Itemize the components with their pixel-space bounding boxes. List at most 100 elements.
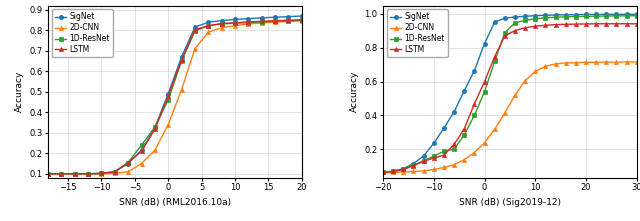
1D-ResNet: [481, 90, 488, 93]
LSTM: [440, 154, 448, 156]
SigNet: [531, 14, 539, 17]
SigNet: [124, 162, 132, 165]
1D-ResNet: [285, 20, 292, 22]
SigNet: [612, 13, 620, 16]
1D-ResNet: [552, 16, 559, 19]
LSTM: [138, 150, 145, 152]
SigNet: [430, 142, 438, 145]
2D-CNN: [470, 151, 478, 154]
LSTM: [44, 172, 52, 175]
SigNet: [244, 17, 252, 20]
SigNet: [399, 167, 407, 170]
LSTM: [231, 21, 239, 24]
2D-CNN: [379, 171, 387, 174]
SigNet: [97, 172, 105, 175]
LSTM: [84, 172, 92, 175]
SigNet: [410, 162, 417, 165]
SigNet: [623, 13, 630, 16]
2D-CNN: [602, 61, 610, 63]
2D-CNN: [593, 61, 600, 63]
1D-ResNet: [164, 99, 172, 101]
2D-CNN: [430, 168, 438, 171]
1D-ResNet: [612, 15, 620, 17]
SigNet: [491, 21, 499, 23]
SigNet: [285, 15, 292, 18]
LSTM: [379, 171, 387, 174]
2D-CNN: [410, 170, 417, 173]
2D-CNN: [204, 31, 212, 34]
1D-ResNet: [470, 114, 478, 117]
SigNet: [151, 126, 159, 129]
2D-CNN: [97, 172, 105, 175]
SigNet: [231, 18, 239, 21]
LSTM: [572, 23, 580, 25]
2D-CNN: [420, 170, 428, 172]
Y-axis label: Accuracy: Accuracy: [349, 71, 358, 112]
1D-ResNet: [522, 19, 529, 22]
1D-ResNet: [633, 14, 640, 17]
LSTM: [420, 160, 428, 163]
2D-CNN: [389, 171, 397, 174]
2D-CNN: [258, 22, 266, 24]
SigNet: [111, 170, 118, 173]
2D-CNN: [562, 62, 570, 64]
2D-CNN: [511, 94, 519, 96]
1D-ResNet: [111, 170, 118, 173]
Line: 1D-ResNet: 1D-ResNet: [381, 13, 639, 175]
LSTM: [271, 19, 279, 22]
2D-CNN: [231, 24, 239, 27]
1D-ResNet: [511, 21, 519, 24]
Line: SigNet: SigNet: [381, 12, 639, 175]
2D-CNN: [552, 63, 559, 65]
2D-CNN: [572, 61, 580, 64]
LSTM: [164, 95, 172, 97]
1D-ResNet: [572, 15, 580, 18]
SigNet: [450, 111, 458, 113]
2D-CNN: [44, 172, 52, 175]
LSTM: [460, 128, 468, 130]
SigNet: [298, 15, 306, 17]
2D-CNN: [633, 61, 640, 63]
LSTM: [97, 172, 105, 175]
1D-ResNet: [410, 164, 417, 167]
LSTM: [491, 55, 499, 58]
LSTM: [602, 23, 610, 25]
LSTM: [285, 19, 292, 22]
1D-ResNet: [440, 150, 448, 152]
1D-ResNet: [124, 161, 132, 164]
1D-ResNet: [399, 168, 407, 171]
1D-ResNet: [582, 15, 590, 18]
SigNet: [552, 14, 559, 16]
SigNet: [191, 26, 199, 29]
2D-CNN: [298, 19, 306, 22]
LSTM: [531, 25, 539, 27]
SigNet: [164, 92, 172, 95]
2D-CNN: [491, 128, 499, 131]
1D-ResNet: [389, 170, 397, 173]
LSTM: [430, 157, 438, 159]
2D-CNN: [164, 123, 172, 126]
SigNet: [481, 42, 488, 45]
1D-ResNet: [84, 172, 92, 175]
SigNet: [633, 13, 640, 16]
LSTM: [298, 18, 306, 21]
LSTM: [450, 143, 458, 146]
SigNet: [84, 172, 92, 175]
2D-CNN: [138, 162, 145, 165]
2D-CNN: [481, 141, 488, 144]
2D-CNN: [285, 20, 292, 23]
LSTM: [582, 23, 590, 25]
LSTM: [552, 23, 559, 26]
1D-ResNet: [450, 148, 458, 151]
LSTM: [111, 170, 118, 173]
SigNet: [470, 69, 478, 72]
SigNet: [218, 19, 225, 22]
SigNet: [178, 55, 186, 58]
LSTM: [244, 21, 252, 23]
2D-CNN: [191, 47, 199, 50]
1D-ResNet: [298, 19, 306, 22]
SigNet: [379, 171, 387, 174]
2D-CNN: [71, 172, 79, 175]
2D-CNN: [399, 171, 407, 173]
2D-CNN: [84, 172, 92, 175]
